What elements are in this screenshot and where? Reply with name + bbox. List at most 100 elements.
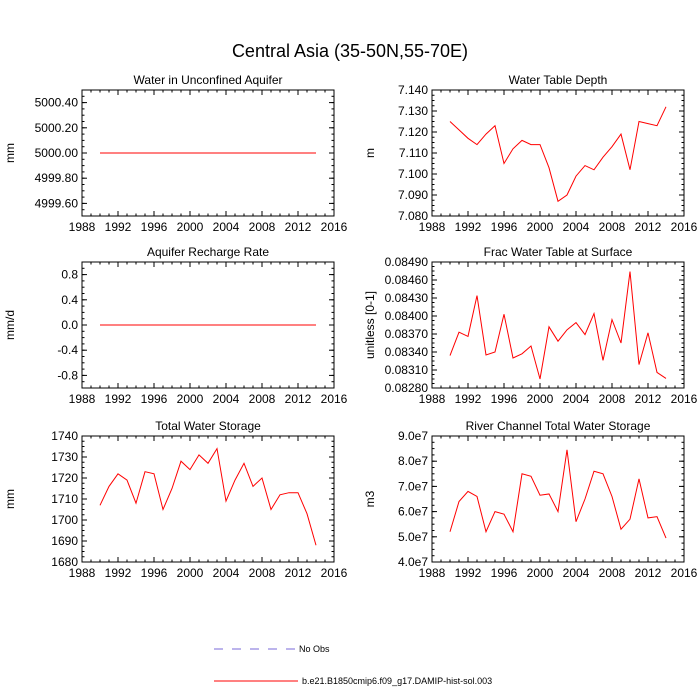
y-tick-label: 7.120 — [398, 125, 428, 139]
x-tick-label: 2008 — [599, 566, 626, 580]
x-tick-label: 2000 — [527, 566, 554, 580]
x-tick-label: 2000 — [527, 220, 554, 234]
panel-4: Frac Water Table at Surface unitless [0-1… — [363, 245, 698, 406]
x-tick-label: 2008 — [249, 392, 276, 406]
panel-5: Total Water Storage mm 1988 1992 1996 2000 200… — [3, 419, 348, 580]
x-tick-label: 1996 — [491, 220, 518, 234]
x-tick-label: 1996 — [491, 392, 518, 406]
legend: No Obs b.e21.B1850cmip6.f09_g17.DAMIP-his… — [214, 644, 492, 686]
legend-label: No Obs — [299, 644, 330, 654]
panel-6: River Channel Total Water Storage m3 1988 1… — [363, 419, 698, 580]
series-line — [99, 447, 317, 546]
plot-frame — [431, 261, 685, 389]
x-tick-label: 2000 — [527, 392, 554, 406]
x-tick-label: 1996 — [141, 392, 168, 406]
y-tick-label: 7.140 — [398, 83, 428, 97]
x-tick-label: 1988 — [419, 220, 446, 234]
y-axis-label: mm/d — [3, 310, 17, 340]
x-tick-label: 2004 — [213, 566, 240, 580]
x-tick-label: 2008 — [599, 392, 626, 406]
y-axis-label: mm — [3, 489, 17, 509]
panel-2: Water Table Depth m 1988 1992 1996 2000 2004 20… — [363, 73, 698, 234]
y-tick-label: 0.08310 — [385, 363, 429, 377]
x-tick-label: 2016 — [321, 392, 348, 406]
x-tick-label: 2016 — [671, 566, 698, 580]
x-tick-label: 2000 — [177, 392, 204, 406]
y-tick-label: 0.08340 — [385, 345, 429, 359]
x-tick-label: 2012 — [285, 392, 312, 406]
y-tick-label: 0.8 — [61, 268, 78, 282]
legend-label: b.e21.B1850cmip6.f09_g17.DAMIP-hist-sol.… — [302, 676, 492, 686]
y-tick-label: -0.8 — [57, 368, 78, 382]
y-tick-label: 0.08370 — [385, 327, 429, 341]
panel-title: Total Water Storage — [155, 419, 261, 433]
y-tick-label: 7.090 — [398, 188, 428, 202]
y-tick-label: 4999.60 — [35, 196, 79, 210]
y-tick-label: 0.4 — [61, 293, 78, 307]
x-tick-label: 2004 — [563, 392, 590, 406]
y-tick-label: 1690 — [51, 534, 78, 548]
y-tick-label: 7.110 — [399, 146, 428, 160]
y-tick-label: 7.100 — [398, 167, 428, 181]
series-line — [449, 106, 667, 203]
x-tick-label: 2004 — [213, 392, 240, 406]
y-tick-label: 4.0e7 — [398, 555, 428, 569]
y-tick-label: 1710 — [51, 492, 78, 506]
x-tick-label: 1988 — [419, 392, 446, 406]
y-axis-label: m3 — [363, 490, 377, 507]
y-axis-label: m — [363, 148, 377, 158]
x-tick-label: 2016 — [671, 220, 698, 234]
x-tick-label: 1992 — [455, 392, 482, 406]
x-tick-label: 2004 — [563, 566, 590, 580]
x-tick-label: 1988 — [69, 220, 96, 234]
y-tick-label: 7.080 — [398, 209, 428, 223]
x-tick-label: 2004 — [563, 220, 590, 234]
panel-title: Water Table Depth — [509, 73, 608, 87]
y-tick-label: 0.08430 — [385, 291, 429, 305]
panel-title: Frac Water Table at Surface — [484, 245, 633, 259]
y-tick-label: 1720 — [51, 471, 78, 485]
y-tick-label: 0.08490 — [385, 255, 429, 269]
panel-title: River Channel Total Water Storage — [466, 419, 651, 433]
y-tick-label: 5000.40 — [35, 96, 79, 110]
y-tick-label: 0.08400 — [385, 309, 429, 323]
y-tick-label: 5000.20 — [35, 121, 79, 135]
x-tick-label: 1992 — [105, 566, 132, 580]
y-tick-label: 7.130 — [398, 104, 428, 118]
x-tick-label: 2000 — [177, 566, 204, 580]
x-tick-label: 1992 — [455, 566, 482, 580]
panel-1: Water in Unconfined Aquifer mm 1988 1992 199… — [3, 73, 348, 234]
y-axis-label: unitless [0-1] — [363, 291, 377, 359]
y-tick-label: -0.4 — [57, 343, 78, 357]
x-tick-label: 2012 — [635, 220, 662, 234]
y-tick-label: 0.08280 — [385, 381, 429, 395]
panel-title: Water in Unconfined Aquifer — [134, 73, 283, 87]
x-tick-label: 2008 — [249, 220, 276, 234]
x-tick-label: 2016 — [321, 220, 348, 234]
x-tick-label: 1996 — [491, 566, 518, 580]
x-tick-label: 2012 — [635, 392, 662, 406]
plot-frame — [431, 89, 685, 217]
y-tick-label: 4999.80 — [35, 171, 79, 185]
y-tick-label: 0.0 — [61, 318, 78, 332]
y-tick-label: 0.08460 — [385, 273, 429, 287]
x-tick-label: 2012 — [285, 220, 312, 234]
plot-frame — [81, 435, 335, 563]
y-tick-label: 5.0e7 — [398, 530, 428, 544]
y-tick-label: 1680 — [51, 555, 78, 569]
x-tick-label: 2008 — [249, 566, 276, 580]
x-tick-label: 1988 — [69, 392, 96, 406]
y-axis-label: mm — [3, 143, 17, 163]
y-tick-label: 1730 — [51, 450, 78, 464]
x-tick-label: 2012 — [285, 566, 312, 580]
panel-title: Aquifer Recharge Rate — [147, 245, 269, 259]
x-tick-label: 2012 — [635, 566, 662, 580]
x-tick-label: 1996 — [141, 566, 168, 580]
y-tick-label: 1740 — [51, 429, 78, 443]
y-tick-label: 7.0e7 — [398, 479, 428, 493]
x-tick-label: 2016 — [321, 566, 348, 580]
series-line — [449, 449, 667, 539]
y-tick-label: 8.0e7 — [398, 454, 428, 468]
x-tick-label: 1988 — [69, 566, 96, 580]
